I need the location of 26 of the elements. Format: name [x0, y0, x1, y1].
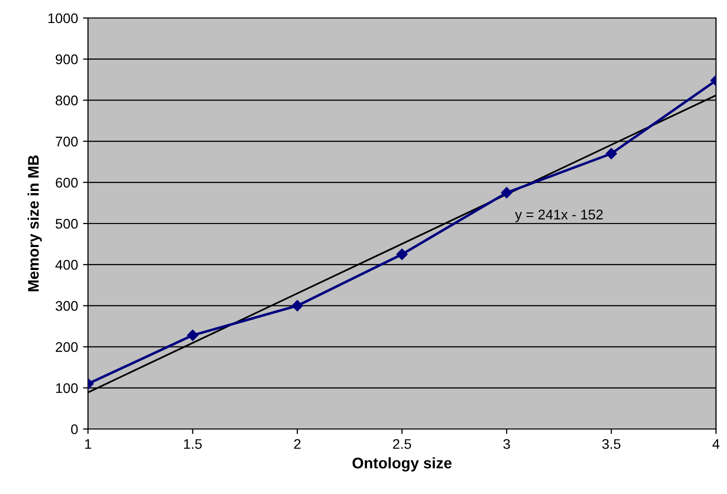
y-tick-label: 900 — [56, 54, 78, 64]
x-tick-label: 4 — [712, 439, 720, 449]
annotation: y = 241x - 152 — [515, 210, 603, 222]
y-tick-label: 200 — [56, 342, 78, 352]
point — [187, 330, 198, 341]
x-axis-title: Ontology size — [352, 457, 452, 472]
y-tick-label: 600 — [56, 178, 78, 188]
x-tick-label: 1 — [85, 439, 92, 449]
x-tick-label: 2.5 — [393, 439, 412, 449]
y-tick-label: 800 — [56, 96, 78, 106]
x-tick-label: 2 — [294, 439, 300, 449]
point — [606, 148, 617, 160]
point — [396, 248, 408, 260]
y-tick-label: 400 — [55, 260, 78, 270]
y-tick-label: 0 — [71, 424, 78, 434]
y-tick-label: 100 — [56, 383, 78, 394]
y-tick-label: 700 — [56, 136, 78, 146]
y-tick-label: 500 — [56, 218, 78, 229]
point — [501, 187, 512, 198]
y-tick-label: 300 — [56, 301, 78, 311]
x-tick-label: 1.5 — [184, 439, 202, 449]
y-axis-title: Memory size in MB — [28, 155, 42, 292]
y-tick-label: 1000 — [48, 13, 78, 24]
x-tick-label: 3 — [503, 439, 510, 449]
x-tick-label: 3.5 — [602, 439, 620, 449]
point — [292, 300, 303, 312]
